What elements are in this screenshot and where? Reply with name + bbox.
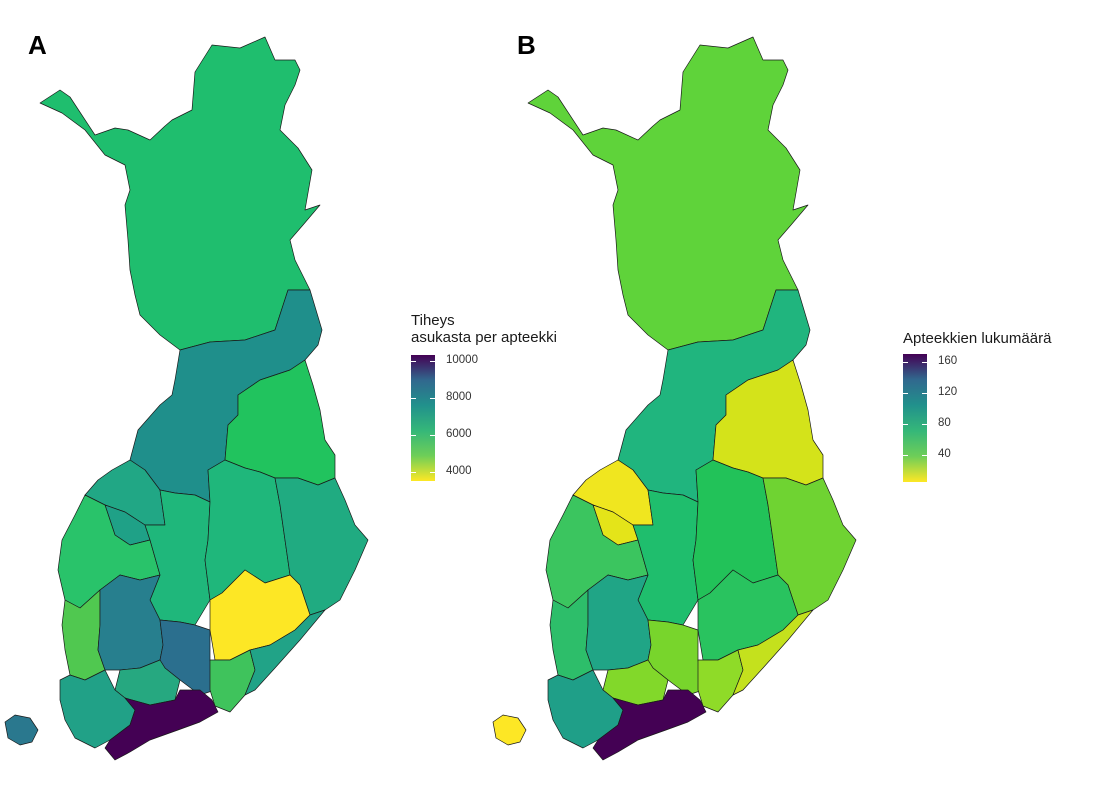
region-uusimaa	[592, 689, 707, 761]
legend-b-colorbar	[903, 354, 927, 482]
legend-a-tick: 8000	[446, 391, 472, 403]
panel-a-label: A	[28, 30, 47, 60]
map-b	[492, 36, 857, 761]
legend-a-title-line1: Tiheys	[411, 312, 455, 329]
legend-b-tick: 80	[938, 417, 951, 429]
legend-b-title: Apteekkien lukumäärä	[903, 330, 1052, 347]
region-pirkanmaa	[585, 574, 652, 671]
region-lapland	[39, 36, 321, 351]
legend-b-tick: 160	[938, 355, 958, 367]
region-lapland	[527, 36, 809, 351]
region-south-karelia	[244, 609, 326, 696]
region-pirkanmaa	[97, 574, 164, 671]
region-north-karelia	[274, 477, 369, 616]
legend-a-colorbar	[411, 355, 435, 481]
legend-a-tick: 4000	[446, 465, 472, 477]
region-kanta-hame	[159, 619, 216, 696]
region-aland	[492, 714, 527, 746]
region-uusimaa	[104, 689, 219, 761]
legend-b-tick: 40	[938, 448, 951, 460]
legend-a-title-line2: asukasta per apteekki	[411, 329, 557, 346]
region-south-karelia	[732, 609, 814, 696]
region-kanta-hame	[647, 619, 704, 696]
region-aland	[4, 714, 39, 746]
region-north-karelia	[762, 477, 857, 616]
legend-b-tick: 120	[938, 386, 958, 398]
map-a	[4, 36, 369, 761]
legend-a: Tiheys asukasta per apteekki 10000 8000 …	[411, 312, 557, 481]
panel-b-label: B	[517, 30, 536, 60]
legend-a-tick: 10000	[446, 354, 478, 366]
legend-b: Apteekkien lukumäärä 160 120 80 40	[903, 330, 1052, 482]
legend-a-tick: 6000	[446, 428, 472, 440]
